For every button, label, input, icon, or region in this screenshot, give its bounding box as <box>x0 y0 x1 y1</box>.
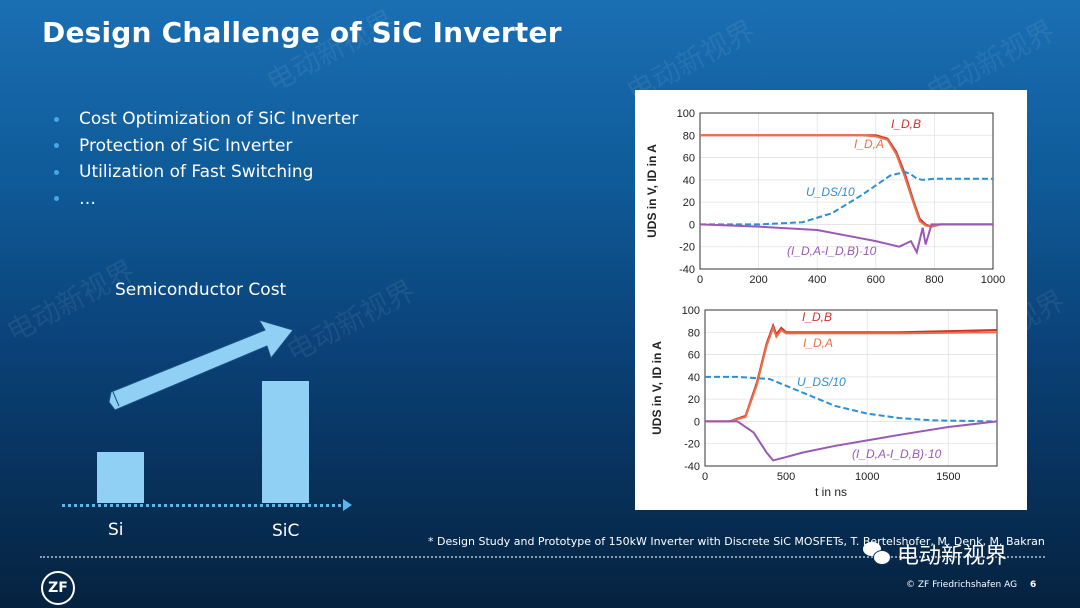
series-line <box>705 420 998 462</box>
bullet-item: Protection of SiC Inverter <box>54 133 358 160</box>
series-line <box>700 171 993 226</box>
y-tick-label: -20 <box>679 242 695 254</box>
bullet-list: Cost Optimization of SiC Inverter Protec… <box>54 106 358 212</box>
series-label: I_D,B <box>802 310 832 324</box>
bullet-dot-icon <box>54 116 59 122</box>
x-tick-label: 0 <box>697 274 703 286</box>
bullet-text: Protection of SiC Inverter <box>79 135 293 156</box>
y-tick-label: 0 <box>694 416 700 428</box>
plot-frame <box>699 112 994 270</box>
axis-arrow-icon <box>343 499 352 511</box>
series-label: I_D,A <box>803 336 833 350</box>
copyright: © ZF Friedrichshafen AG <box>906 580 1018 590</box>
zf-logo: ZF <box>41 571 75 605</box>
series-line <box>699 223 993 256</box>
x-tick-label: 800 <box>925 274 943 286</box>
y-tick-label: -40 <box>684 461 700 473</box>
y-tick-label: 60 <box>688 350 700 362</box>
series-label: U_DS/10 <box>797 375 846 389</box>
y-tick-label: 60 <box>683 153 695 165</box>
x-tick-label: 1000 <box>981 274 1005 286</box>
bullet-dot-icon <box>54 196 59 202</box>
x-tick-label: 0 <box>702 471 708 483</box>
cost-bar-si <box>97 452 144 503</box>
x-tick-label: 400 <box>808 274 826 286</box>
series-line <box>705 375 998 423</box>
slide-title: Design Challenge of SiC Inverter <box>42 16 562 49</box>
bullet-dot-icon <box>54 143 59 149</box>
bullet-text: Utilization of Fast Switching <box>79 162 314 182</box>
cost-chart-title: Semiconductor Cost <box>115 280 287 300</box>
y-tick-label: 40 <box>683 175 695 187</box>
bullet-item: … <box>54 186 358 213</box>
cost-axis-line <box>62 504 347 507</box>
series-line <box>700 134 993 228</box>
cost-bar-sic <box>262 380 309 503</box>
x-tick-label: 1500 <box>936 471 960 483</box>
bullet-item: Cost Optimization of SiC Inverter <box>54 106 358 133</box>
x-tick-label: 1000 <box>855 471 879 483</box>
wechat-watermark: 电动新视界 <box>863 538 1007 570</box>
wechat-icon <box>863 542 891 566</box>
y-tick-label: 40 <box>688 372 700 384</box>
series-label: U_DS/10 <box>806 185 855 199</box>
footnote: * Design Study and Prototype of 150kW In… <box>428 535 1045 548</box>
cost-label-si: Si <box>108 520 124 540</box>
y-tick-label: 100 <box>677 108 695 120</box>
cost-label-sic: SiC <box>272 521 300 541</box>
switching-waveform-figure: -40 -20 0 20 40 60 80 100 0 200 400 600 800 1000 I_D,B… <box>635 90 1027 510</box>
bullet-text: … <box>79 188 96 209</box>
footer-divider <box>40 556 1045 558</box>
series-line <box>700 134 993 228</box>
cost-trend-arrow-icon <box>108 319 294 411</box>
y-axis-label: UDS in V, ID in A <box>650 341 664 435</box>
plot-frame <box>704 309 998 467</box>
y-tick-label: 20 <box>688 394 700 406</box>
y-tick-label: 20 <box>683 197 695 209</box>
bullet-dot-icon <box>54 169 59 175</box>
y-tick-label: -40 <box>679 264 695 276</box>
y-tick-label: 100 <box>682 305 700 317</box>
x-tick-label: 200 <box>749 274 767 286</box>
x-axis-label: t in ns <box>815 485 847 499</box>
x-tick-label: 500 <box>777 471 795 483</box>
y-tick-label: 80 <box>683 130 695 142</box>
y-axis-label: UDS in V, ID in A <box>645 144 659 238</box>
bullet-item: Utilization of Fast Switching <box>54 159 358 186</box>
series-label: (I_D,A-I_D,B)·10 <box>852 447 942 461</box>
y-tick-label: -20 <box>684 439 700 451</box>
series-label: I_D,A <box>854 137 884 151</box>
page-number: 6 <box>1030 580 1037 590</box>
series-label: I_D,B <box>891 117 921 131</box>
series-label: (I_D,A-I_D,B)·10 <box>787 244 877 258</box>
x-tick-label: 600 <box>867 274 885 286</box>
series-line <box>705 324 998 423</box>
y-tick-label: 0 <box>689 219 695 231</box>
y-tick-label: 80 <box>688 327 700 339</box>
bullet-text: Cost Optimization of SiC Inverter <box>79 109 359 129</box>
watermark: 电动新视界 <box>281 273 421 369</box>
wechat-account-name: 电动新视界 <box>897 544 1008 569</box>
